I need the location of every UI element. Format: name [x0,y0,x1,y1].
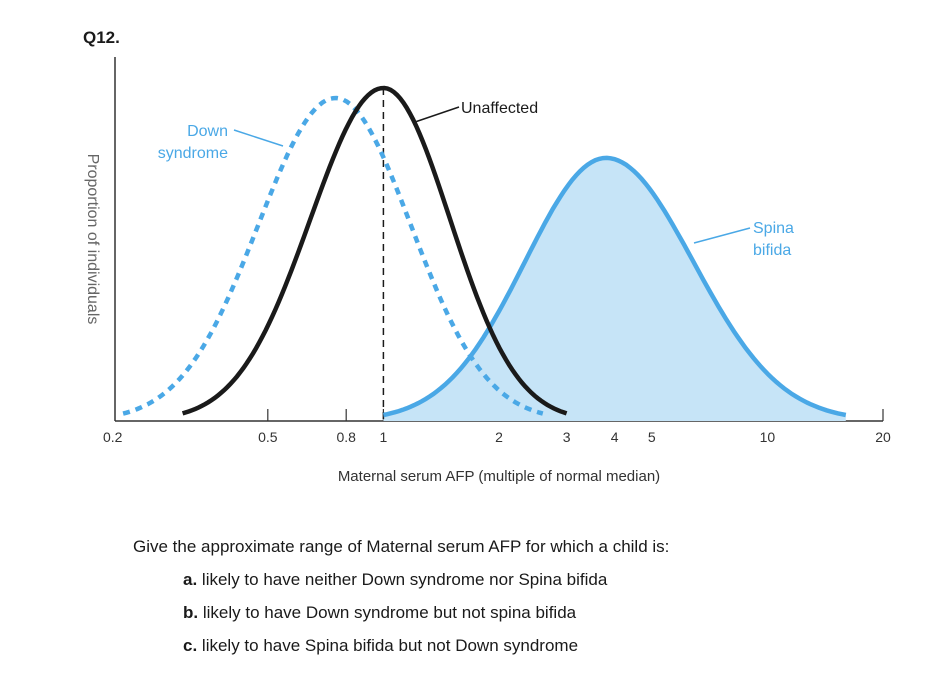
x-tick-label: 4 [611,429,619,445]
y-axis-label: Proportion of individuals [84,154,101,325]
spina-bifida-label-line1: Spina [753,220,794,237]
x-tick-label: 0.5 [258,429,278,445]
x-tick-label: 3 [563,429,571,445]
afp-distribution-chart: Proportion of individuals 0.2 0.5 0.8 1 2 3 4 5 1… [84,57,891,485]
option-a-text: likely to have neither Down syndrome nor… [201,570,608,589]
x-tick-label: 10 [760,429,776,445]
down-syndrome-curve [122,95,544,416]
x-axis-label: Maternal serum AFP (multiple of normal m… [338,468,660,485]
unaffected-leader [414,106,460,123]
x-tick-label: 1 [380,429,388,445]
question-number: Q12. [83,28,120,47]
spina-bifida-label-line2: bifida [753,242,791,259]
question-prompt: Give the approximate range of Maternal s… [133,537,670,556]
x-tick-label: 0.8 [336,429,356,445]
option-c: c. likely to have Spina bifida but not D… [183,636,578,656]
unaffected-curve [181,85,568,416]
down-syndrome-label-line2: syndrome [158,145,228,162]
option-b-text: likely to have Down syndrome but not spi… [202,603,577,622]
down-syndrome-leader [233,129,284,147]
down-syndrome-label-line1: Down [187,123,228,140]
spina-bifida-curve [382,155,847,418]
option-a-letter: a. [183,570,198,589]
unaffected-label: Unaffected [461,100,538,117]
option-b: b. likely to have Down syndrome but not … [183,603,576,623]
option-b-letter: b. [183,603,199,622]
spina-bifida-area [383,157,846,421]
x-tick-label: 2 [495,429,503,445]
x-tick-label: 5 [648,429,656,445]
option-c-text: likely to have Spina bifida but not Down… [201,636,579,655]
x-tick-label: 20 [875,429,891,445]
option-c-letter: c. [183,636,198,655]
spina-bifida-leader [693,227,751,244]
option-a: a. likely to have neither Down syndrome … [183,570,607,590]
x-tick-label: 0.2 [103,429,123,445]
